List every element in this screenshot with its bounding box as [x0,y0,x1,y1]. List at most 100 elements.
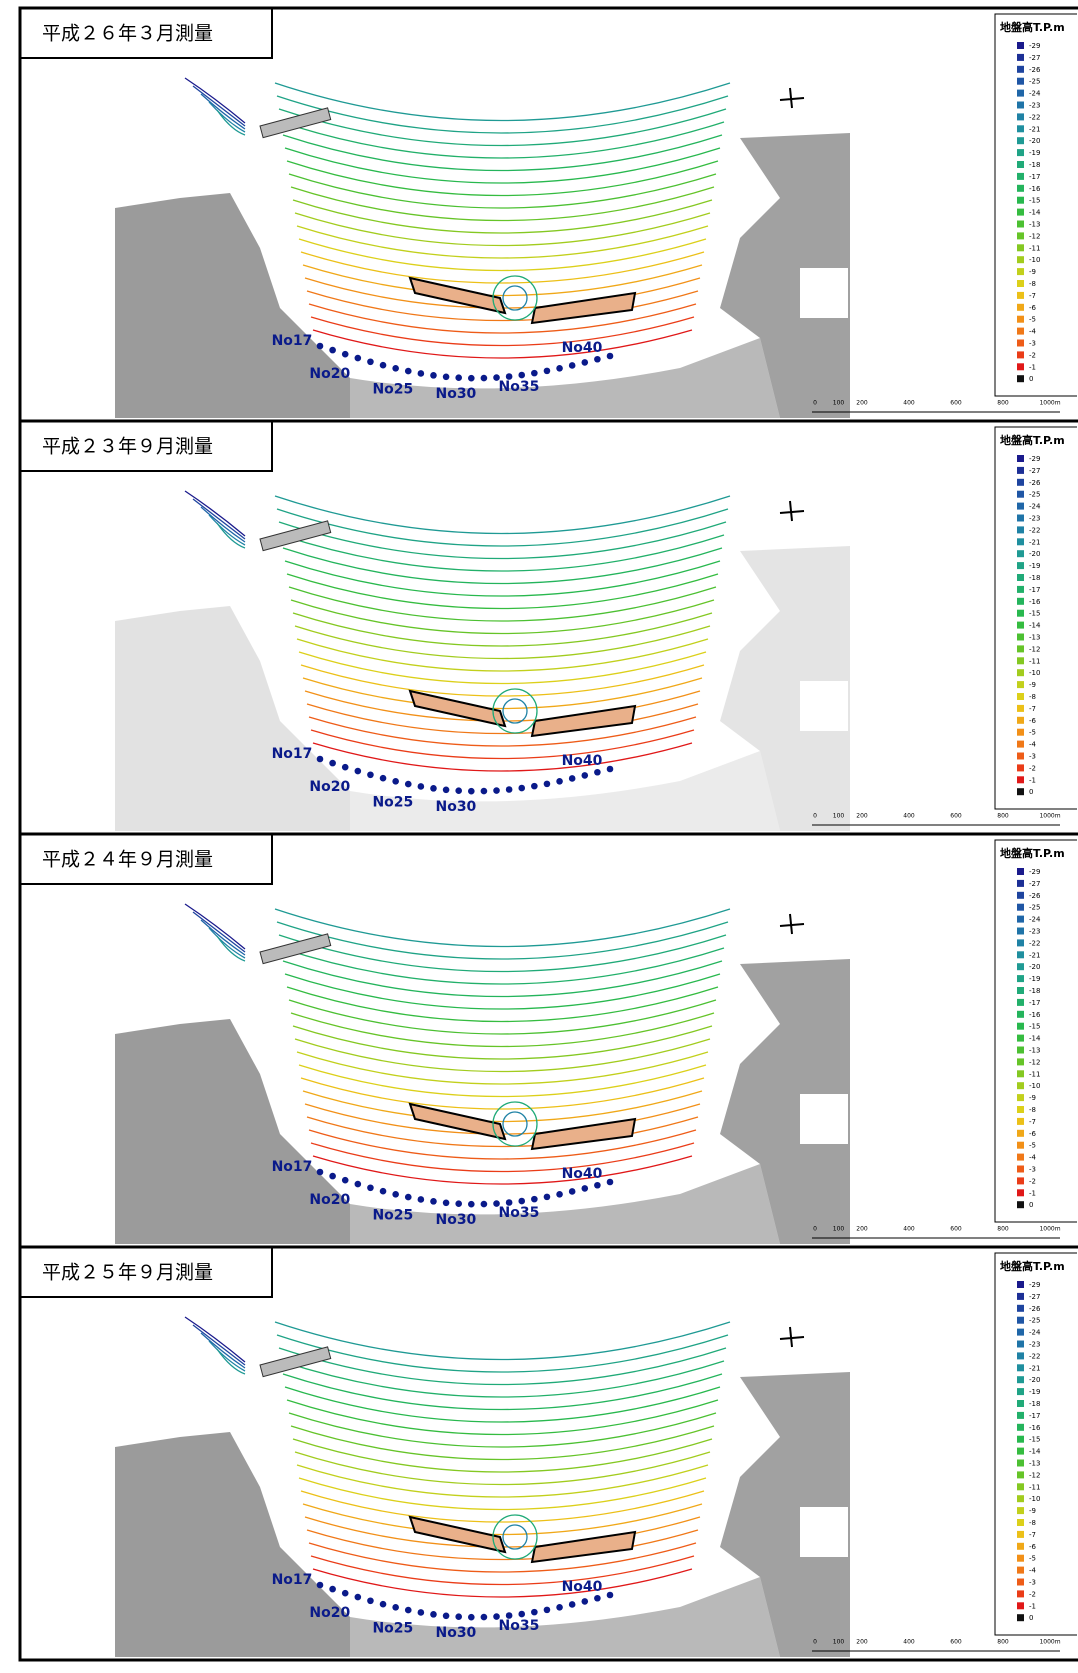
station-label: No20 [309,1192,350,1208]
station-dot [468,375,475,382]
scale-label: 200 [856,813,868,820]
station-dot [443,1612,450,1619]
legend-swatch [1017,916,1024,923]
legend-label: -14 [1029,209,1041,217]
station-dot [556,1191,563,1198]
legend-label: -7 [1029,705,1036,713]
legend-label: 0 [1029,375,1033,383]
station-dot [518,785,525,792]
station-dot [355,1181,362,1188]
legend-label: -8 [1029,1106,1036,1114]
station-dot [455,1613,462,1620]
map-blank [800,1507,848,1557]
station-dot [418,370,425,377]
legend-label: -27 [1029,54,1040,62]
legend-label: -12 [1029,1058,1040,1066]
station-dot [430,372,437,379]
legend-swatch [1017,975,1024,982]
legend-swatch [1017,1388,1024,1395]
legend-swatch [1017,1567,1024,1574]
legend-swatch [1017,244,1024,251]
station-label: No30 [435,1212,476,1228]
legend-swatch [1017,904,1024,911]
legend-label: -15 [1029,197,1040,205]
legend-swatch [1017,1082,1024,1089]
legend-swatch [1017,1070,1024,1077]
legend-swatch [1017,1471,1024,1478]
station-dot [329,1173,336,1180]
legend-label: -7 [1029,292,1036,300]
legend-label: -14 [1029,1035,1041,1043]
legend-swatch [1017,292,1024,299]
legend-swatch [1017,1281,1024,1288]
legend-swatch [1017,1317,1024,1324]
legend-swatch [1017,1555,1024,1562]
legend-label: -25 [1029,491,1040,499]
legend-swatch [1017,90,1024,97]
station-label: No17 [272,1572,313,1588]
legend-swatch [1017,1364,1024,1371]
panel-title: 平成２３年９月測量 [42,436,213,458]
legend-swatch [1017,316,1024,323]
station-dot [392,1604,399,1611]
legend-swatch [1017,340,1024,347]
legend-label: -25 [1029,1317,1040,1325]
legend-label: -29 [1029,42,1040,50]
legend-swatch [1017,54,1024,61]
legend-title: 地盤高T.P.m [1000,846,1065,860]
station-dot [556,1604,563,1611]
survey-panel: No17No20No25No30No35No40地盤高T.P.m-29-27-2… [20,834,1078,1247]
legend-swatch [1017,1177,1024,1184]
legend-label: -14 [1029,622,1041,630]
station-dot [544,1194,551,1201]
legend-label: -2 [1029,1177,1036,1185]
station-label: No25 [372,381,413,397]
legend-swatch [1017,1118,1024,1125]
scale-label: 800 [997,813,1009,820]
station-label: No30 [435,799,476,815]
legend-label: -1 [1029,776,1036,784]
legend-swatch [1017,586,1024,593]
station-dot [317,1169,324,1176]
legend-label: -6 [1029,1543,1037,1551]
legend-swatch [1017,610,1024,617]
legend-swatch [1017,256,1024,263]
legend-swatch [1017,634,1024,641]
station-dot [405,368,412,375]
scale-label: 800 [997,1639,1009,1646]
legend-swatch [1017,1543,1024,1550]
survey-panel: No17No20No25No30No35No40地盤高T.P.m-29-27-2… [20,8,1078,421]
station-dot [392,778,399,785]
station-dot [418,1609,425,1616]
scale-label: 400 [903,1226,915,1233]
station-dot [418,1196,425,1203]
station-dot [380,775,387,782]
station-label: No40 [562,340,603,356]
legend-label: -21 [1029,951,1040,959]
legend-label: -5 [1029,316,1036,324]
station-dot [342,351,349,358]
legend-swatch [1017,1531,1024,1538]
legend-label: -16 [1029,185,1041,193]
legend-swatch [1017,1023,1024,1030]
legend-swatch [1017,1602,1024,1609]
scale-label: 200 [856,400,868,407]
legend-label: -22 [1029,526,1040,534]
legend-label: -6 [1029,717,1037,725]
panel-content: No17No20No25No30No35No40地盤高T.P.m-29-27-2… [20,1247,1078,1660]
legend-swatch [1017,681,1024,688]
legend-label: -7 [1029,1531,1036,1539]
legend-swatch [1017,173,1024,180]
panel-content: No17No20No25No30No40地盤高T.P.m-29-27-26-25… [20,421,1078,834]
station-dot [581,359,588,366]
station-dot [569,775,576,782]
legend-swatch [1017,149,1024,156]
legend-label: -21 [1029,1364,1040,1372]
page: No17No20No25No30No35No40地盤高T.P.m-29-27-2… [0,0,1078,1673]
legend-swatch [1017,102,1024,109]
legend-swatch [1017,455,1024,462]
station-dot [569,1601,576,1608]
scale-label: 800 [997,1226,1009,1233]
station-dot [581,772,588,779]
legend-swatch [1017,1189,1024,1196]
